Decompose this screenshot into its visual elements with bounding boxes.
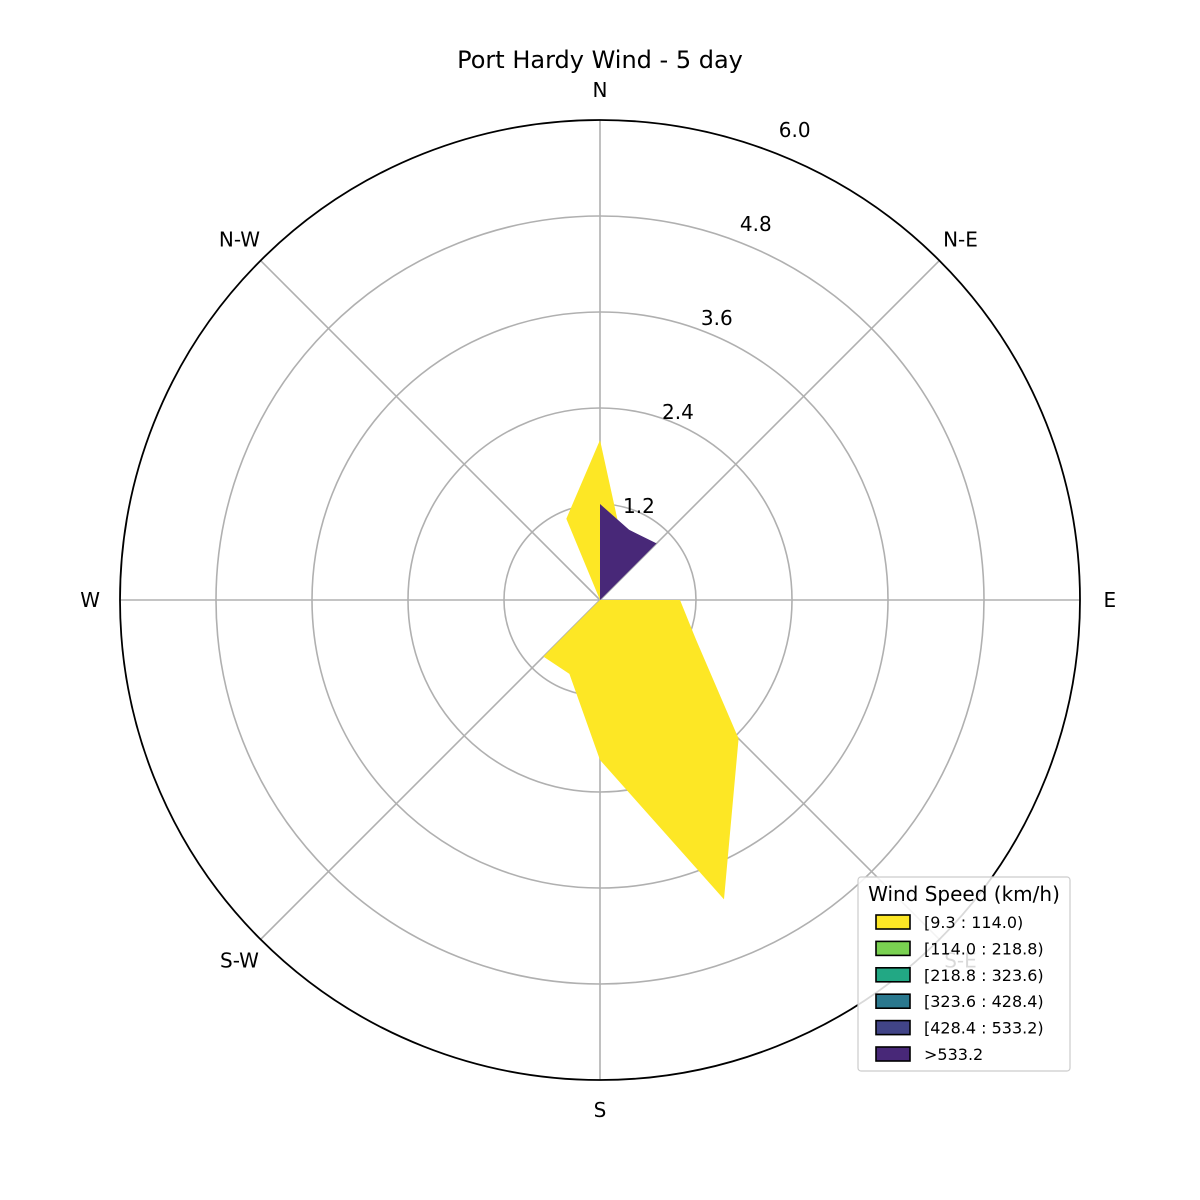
legend-swatch [875, 1019, 911, 1036]
legend: Wind Speed (km/h) [9.3 : 114.0) [114.0 : 2… [857, 876, 1071, 1072]
radial-tick-label: 2.4 [662, 400, 694, 424]
direction-label-N-W: N-W [219, 228, 260, 252]
radial-tick-label: 1.2 [623, 494, 655, 518]
legend-label: [323.6 : 428.4) [924, 992, 1044, 1011]
direction-label-N: N [593, 78, 608, 102]
legend-swatch [875, 940, 911, 957]
legend-swatch [875, 966, 911, 983]
radial-tick-label: 6.0 [779, 118, 811, 142]
legend-label: [9.3 : 114.0) [924, 913, 1023, 932]
legend-title: Wind Speed (km/h) [868, 882, 1060, 906]
direction-label-N-E: N-E [943, 228, 978, 252]
direction-label-W: W [80, 588, 100, 612]
legend-box [857, 876, 1071, 1072]
radial-tick-label: 3.6 [701, 306, 733, 330]
legend-swatch [875, 993, 911, 1010]
legend-swatch [875, 914, 911, 930]
direction-label-S-W: S-W [220, 949, 259, 973]
chart-title: Port Hardy Wind - 5 day [457, 46, 743, 74]
grid-spoke-N-W [260, 260, 601, 601]
legend-label: [428.4 : 533.2) [924, 1019, 1044, 1038]
legend-label: [114.0 : 218.8) [924, 939, 1044, 958]
axis-labels: EN-ENN-WWS-WSS-E1.22.43.64.86.0 [80, 78, 1116, 1122]
legend-label: [218.8 : 323.6) [924, 966, 1044, 985]
series-area-0 [543, 440, 739, 900]
outer-frame [119, 119, 1081, 1081]
legend-swatch [875, 1046, 911, 1062]
direction-label-S: S [594, 1098, 607, 1122]
series-area [543, 440, 739, 900]
legend-label: >533.2 [924, 1045, 983, 1064]
series-area-1 [600, 504, 657, 600]
direction-label-E: E [1103, 588, 1116, 612]
radial-tick-label: 4.8 [740, 212, 772, 236]
